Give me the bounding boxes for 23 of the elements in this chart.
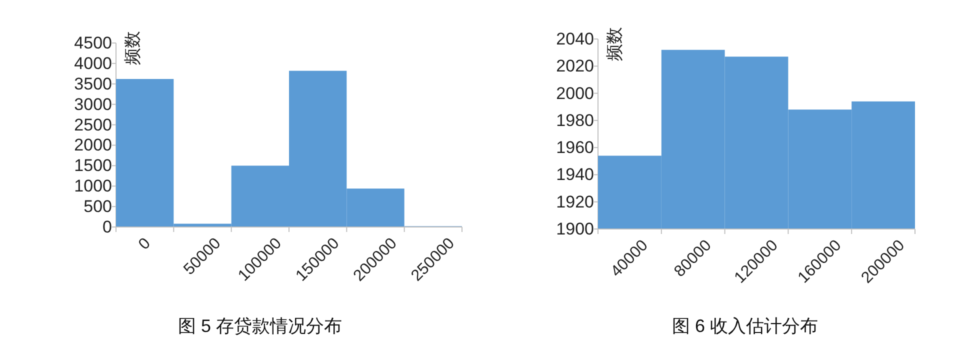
y-tick-label: 1960 xyxy=(556,138,594,158)
text: 图 5 存贷款情况分布 xyxy=(178,316,342,336)
y-tick-label: 2500 xyxy=(74,115,112,134)
y-axis-title: 频数 xyxy=(123,31,142,65)
y-tick-label: 4000 xyxy=(74,54,112,73)
y-tick-label: 1980 xyxy=(556,110,594,130)
y-tick-label: 1900 xyxy=(556,220,594,238)
y-tick-label: 1000 xyxy=(74,176,112,196)
y-tick-label: 1940 xyxy=(556,165,594,184)
x-tick-label: 0 xyxy=(136,234,154,254)
y-tick-label: 4500 xyxy=(74,34,112,52)
y-tick-label: 3500 xyxy=(74,74,112,94)
y-tick-label: 2000 xyxy=(556,84,594,103)
y-tick-label: 2040 xyxy=(556,30,594,48)
y-tick-label: 2000 xyxy=(74,136,112,155)
y-tick-label: 3000 xyxy=(74,94,112,114)
y-tick-label: 0 xyxy=(102,218,112,236)
y-tick-label: 1500 xyxy=(74,156,112,176)
y-tick-label: 500 xyxy=(84,197,112,216)
y-axis-title: 频数 xyxy=(605,27,624,61)
y-tick-label: 1920 xyxy=(556,192,594,212)
y-tick-label: 2020 xyxy=(556,56,594,76)
text: 图 6 收入估计分布 xyxy=(672,316,818,336)
